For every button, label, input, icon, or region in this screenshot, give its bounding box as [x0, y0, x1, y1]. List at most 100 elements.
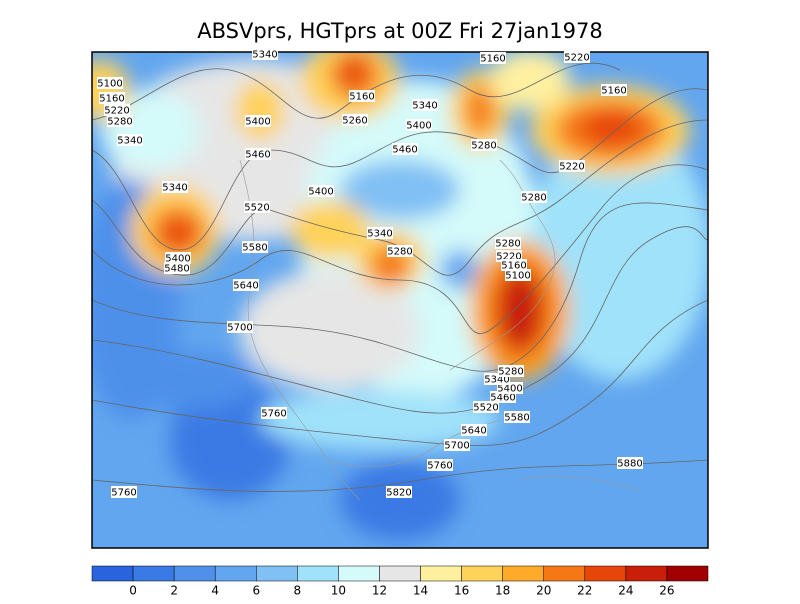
contour-label-box [498, 365, 524, 377]
contour-label: 5820 [386, 488, 411, 499]
colorbar-label: 6 [252, 584, 260, 598]
colorbar-swatch [666, 565, 709, 582]
contour-label-box [412, 99, 438, 111]
contour-label-box [242, 241, 268, 253]
contour-label-box [367, 227, 393, 239]
contour-label: 5460 [490, 393, 515, 404]
contour-label-box [104, 104, 130, 116]
contour-label-box [99, 92, 125, 104]
contour-label: 5700 [444, 441, 469, 452]
contour-label-box [252, 48, 278, 60]
map-frame [91, 51, 709, 549]
contour-label-box [107, 115, 133, 127]
contour-label: 5400 [245, 117, 270, 128]
contour-label: 5280 [471, 141, 496, 152]
contour-label: 5400 [406, 121, 431, 132]
contour-label-box [162, 181, 188, 193]
field-blob [235, 80, 285, 140]
contour-label: 5160 [480, 54, 505, 65]
contour-label-box [245, 148, 271, 160]
contour-label: 5640 [461, 426, 486, 437]
contour-label: 5160 [99, 94, 124, 105]
contour-label-box [387, 245, 413, 257]
contour-label: 5520 [244, 203, 269, 214]
contour-label: 5340 [412, 101, 437, 112]
contour-label: 5580 [504, 413, 529, 424]
contour-label: 5520 [473, 403, 498, 414]
colorbar-label: 4 [211, 584, 219, 598]
contour-label: 5880 [617, 459, 642, 470]
contour-label: 5400 [308, 187, 333, 198]
field-blob [240, 270, 420, 390]
contour-label: 5220 [104, 106, 129, 117]
contour-label: 5160 [349, 92, 374, 103]
contour-label: 5480 [164, 264, 189, 275]
contour-label: 5220 [559, 162, 584, 173]
contour-label: 5260 [342, 116, 367, 127]
field-blob [498, 270, 542, 350]
contour-label-box [111, 486, 137, 498]
colorbar-swatch [338, 565, 380, 582]
contour-labels: 5100516052205280534053405400548054005460… [97, 48, 643, 499]
colorbar-swatch [461, 565, 503, 582]
contour-label-box [504, 411, 530, 423]
contour-label: 5280 [387, 247, 412, 258]
contour-label-box [349, 90, 375, 102]
colorbar-swatch [214, 565, 257, 582]
contour-label: 5400 [497, 384, 522, 395]
contour-label-box [559, 160, 585, 172]
colorbar-label: 20 [536, 584, 551, 598]
contour-label: 5760 [111, 488, 136, 499]
contour-label-box [117, 134, 143, 146]
contour-label-box [233, 279, 259, 291]
contour-label: 5220 [564, 53, 589, 64]
contour-label-box [501, 259, 527, 271]
contour-label-box [444, 439, 470, 451]
field-blob [530, 120, 708, 380]
contour-label: 5760 [427, 461, 452, 472]
field-blob [340, 460, 460, 540]
colorbar-label: 18 [495, 584, 510, 598]
contour-label: 5640 [233, 281, 258, 292]
contour-label-box [386, 486, 412, 498]
field-blob [490, 52, 570, 110]
contour-label: 5460 [245, 150, 270, 161]
contour-label: 5160 [501, 261, 526, 272]
contour-label: 5760 [261, 409, 286, 420]
field-blob [170, 380, 290, 500]
contour-label: 5340 [252, 50, 277, 61]
colorbar-label: 10 [331, 584, 346, 598]
contour-label-box [473, 401, 499, 413]
vorticity-field [92, 52, 708, 548]
colorbar-label: 22 [577, 584, 592, 598]
contour-label-box [505, 269, 531, 281]
contour-label-box [521, 191, 547, 203]
title: ABSVprs, HGTprs at 00Z Fri 27jan1978 [197, 19, 603, 43]
contour-label-box [308, 185, 334, 197]
contour-label: 5280 [498, 367, 523, 378]
contour-label-box [617, 457, 643, 469]
contour-label: 5340 [117, 136, 142, 147]
field-blob [582, 110, 642, 146]
contour-label: 5340 [162, 183, 187, 194]
contour-label: 5280 [107, 117, 132, 128]
contour-label: 5580 [242, 243, 267, 254]
contour-label: 5280 [495, 239, 520, 250]
colorbar-label: 2 [170, 584, 178, 598]
contour-label-box [164, 262, 190, 274]
colorbar-label: 24 [618, 584, 633, 598]
colorbar-swatch [91, 565, 134, 582]
contour-label: 5340 [367, 229, 392, 240]
contour-label: 5100 [97, 79, 122, 90]
contour-label-box [406, 119, 432, 131]
field-blob [338, 58, 366, 86]
contour-label: 5160 [601, 86, 626, 97]
contour-label: 5340 [484, 375, 509, 386]
colorbar-swatch [132, 565, 175, 582]
colorbar-label: 12 [372, 584, 387, 598]
contour-label-box [165, 252, 191, 264]
contour-label-box [495, 237, 521, 249]
contour-label: 5460 [392, 145, 417, 156]
field-blob [465, 85, 495, 135]
